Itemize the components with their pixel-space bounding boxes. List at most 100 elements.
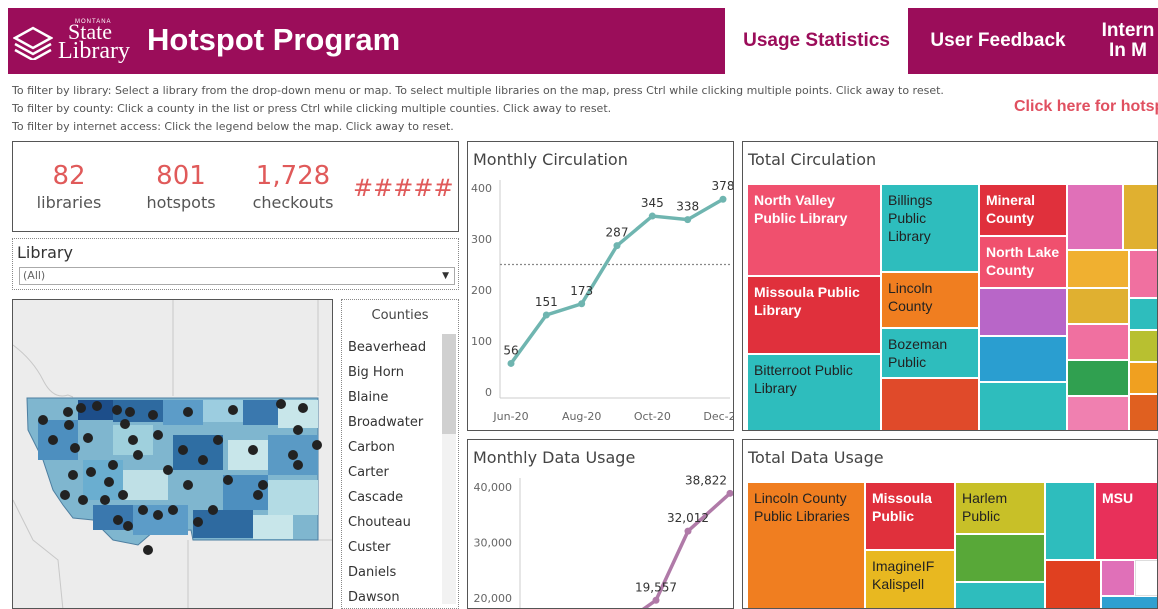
treemap-cell[interactable] [1129,362,1157,394]
county-shape[interactable] [123,470,168,500]
treemap-cell[interactable] [1129,298,1157,330]
treemap-cell[interactable]: North Lake County [979,236,1067,288]
treemap-cell[interactable] [955,582,1045,608]
treemap-cell[interactable]: Mineral County [979,184,1067,236]
data-label: 56 [503,343,518,357]
treemap-cell[interactable]: Harlem Public [955,482,1045,534]
county-item[interactable]: Cascade [348,490,404,505]
county-shape[interactable] [228,440,268,470]
y-tick-label: 200 [471,284,492,297]
treemap-cell[interactable] [1067,360,1129,396]
circulation-point[interactable] [684,216,692,224]
montana-map[interactable] [12,299,333,609]
kpi-libraries-value: 82 [52,161,86,191]
treemap-cell[interactable] [1129,330,1157,362]
counties-scroll-thumb[interactable] [442,334,456,434]
treemap-cell[interactable]: ImagineIF Kalispell [865,550,955,608]
circulation-point[interactable] [648,212,656,220]
circulation-point[interactable] [542,311,550,319]
x-tick-label: Dec-20 [703,410,734,423]
treemap-cell[interactable] [979,288,1067,336]
circulation-point[interactable] [719,195,727,203]
county-item[interactable]: Carbon [348,440,395,455]
treemap-cell[interactable] [1129,394,1157,430]
circulation-point[interactable] [507,359,515,367]
data-label: 287 [606,226,629,240]
treemap-cell[interactable]: Billings Public Library [881,184,979,272]
treemap-cell[interactable]: Bitterroot Public Library [747,354,881,430]
circulation-point[interactable] [613,242,621,250]
county-shape[interactable] [173,475,218,505]
circulation-series-line[interactable] [509,197,724,365]
instruction-library: To filter by library: Select a library f… [12,84,944,97]
county-item[interactable]: Beaverhead [348,340,427,355]
treemap-cell[interactable]: Lincoln County [881,272,979,328]
treemap-cell[interactable] [979,382,1067,430]
hotspot-link[interactable]: Click here for hotsp [1014,98,1158,115]
county-shape[interactable] [243,400,278,425]
data-label: 32,012 [667,511,709,525]
treemap-cell[interactable]: Missoula Public [865,482,955,550]
treemap-cell[interactable]: North Valley Public Library [747,184,881,276]
y-tick-label: 20,000 [474,592,513,605]
county-item[interactable]: Blaine [348,390,389,405]
library-points[interactable] [38,399,322,555]
data-usage-point[interactable] [726,489,734,497]
data-label: 19,557 [635,580,677,594]
treemap-cell[interactable] [1123,184,1157,250]
monthly-circulation-chart[interactable]: 0 100 200 300 400 Jun-20 Aug-20 Oct-20 Dec-20 56 1… [468,142,734,431]
county-item[interactable]: Broadwater [348,415,424,430]
treemap-cell[interactable] [1135,560,1157,596]
county-shape[interactable] [193,510,253,538]
county-item[interactable]: Custer [348,540,391,555]
kpi-libraries-label: libraries [36,193,102,212]
total-circulation-title: Total Circulation [748,150,877,169]
treemap-cell[interactable]: Missoula Public Library [747,276,881,354]
data-usage-series-line[interactable] [628,492,732,609]
county-item[interactable]: Carter [348,465,389,480]
treemap-cell[interactable] [1067,250,1129,288]
treemap-cell[interactable] [979,336,1067,382]
logo-montana-text: MONTANA [75,19,112,25]
treemap-cell[interactable] [1045,560,1101,608]
circulation-point[interactable] [578,300,586,308]
treemap-cell[interactable] [1101,560,1135,596]
treemap-cell[interactable] [1129,250,1157,298]
monthly-data-usage-chart[interactable]: 20,000 30,000 40,000 19,557 32,012 38,822 [468,440,734,609]
tab-user-feedback[interactable]: User Feedback [908,8,1088,74]
tab-usage-statistics[interactable]: Usage Statistics [725,8,908,74]
tab-internet-line1: Intern [1101,20,1155,41]
treemap-cell[interactable] [955,534,1045,582]
library-dropdown[interactable]: (All) ▼ [19,267,455,285]
treemap-cell[interactable]: MSU [1095,482,1157,560]
treemap-cell[interactable] [1067,184,1123,250]
y-tick-label: 100 [471,335,492,348]
county-item[interactable]: Chouteau [348,515,411,530]
treemap-cell[interactable] [1101,596,1157,608]
data-usage-point[interactable] [652,596,660,604]
kpi-libraries: 82 libraries [23,160,115,214]
treemap-cell[interactable] [1067,288,1129,324]
county-item[interactable]: Daniels [348,565,397,580]
treemap-cell[interactable] [1045,482,1095,560]
tab-internet[interactable]: Intern In M [1088,8,1158,74]
tab-internet-line2: In M [1109,40,1147,61]
counties-scrollbar[interactable] [442,334,456,604]
data-label: 345 [641,196,664,210]
treemap-cell[interactable]: Lincoln County Public Libraries [747,482,865,608]
state-library-logo[interactable]: MONTANA State Library [13,18,133,66]
county-item[interactable]: Big Horn [348,365,404,380]
map-canvas[interactable] [13,300,333,609]
treemap-cell[interactable] [1067,396,1129,430]
logo-library-text: Library [58,38,130,64]
treemap-cell[interactable] [1067,324,1129,360]
library-dropdown-value: (All) [23,269,46,282]
monthly-circulation-panel: Monthly Circulation 0 100 200 300 400 Jun-20 A… [467,141,734,431]
county-item[interactable]: Dawson [348,590,400,605]
treemap-cell[interactable] [881,378,979,430]
county-shape[interactable] [163,400,203,425]
data-usage-point[interactable] [684,527,692,535]
county-shape[interactable] [253,515,293,539]
treemap-cell[interactable]: Bozeman Public [881,328,979,378]
county-shape[interactable] [268,480,318,515]
